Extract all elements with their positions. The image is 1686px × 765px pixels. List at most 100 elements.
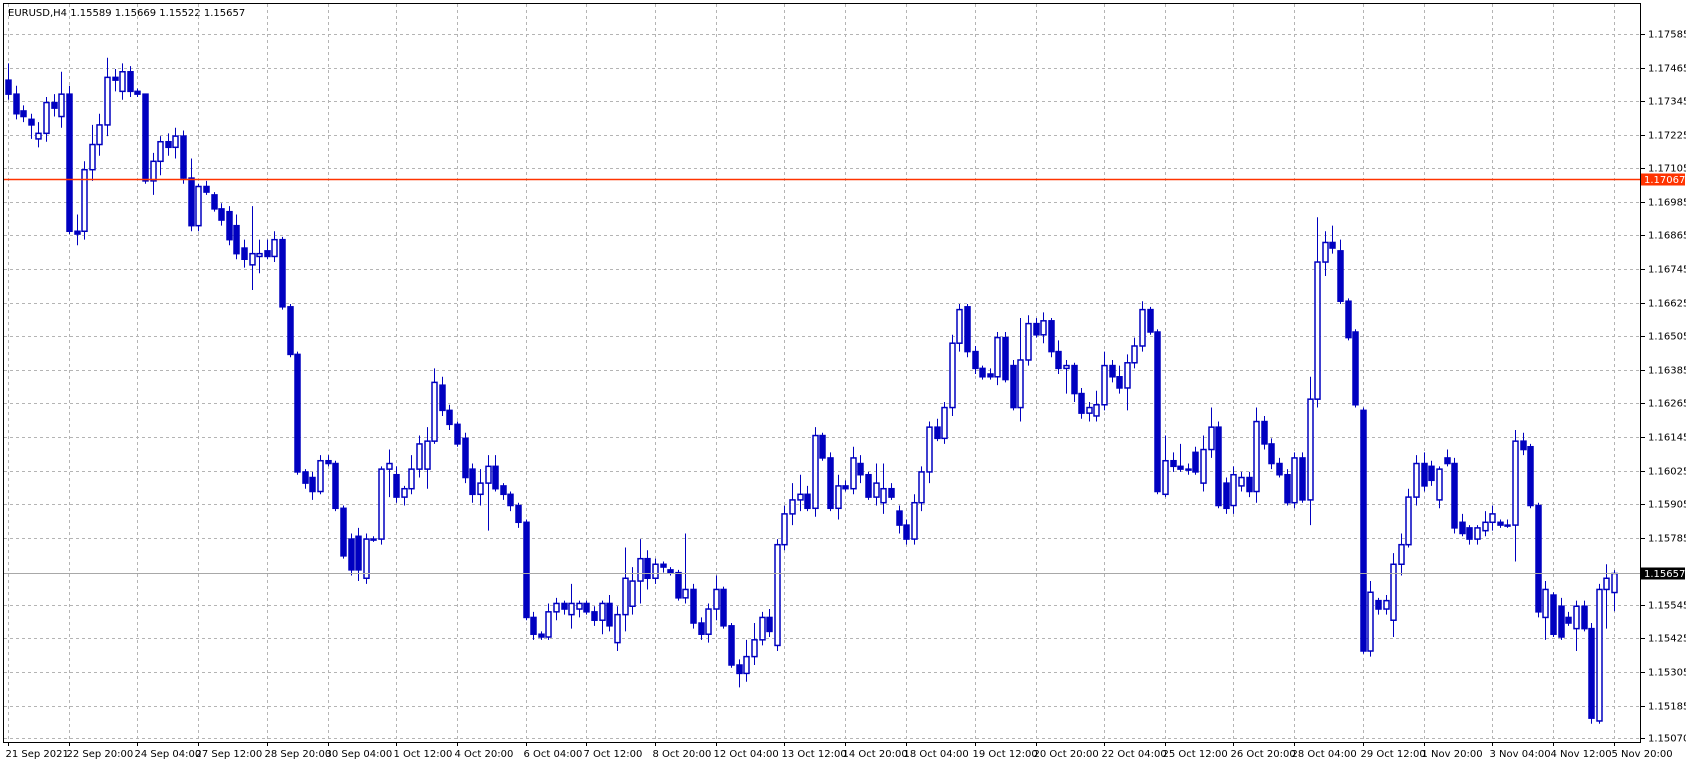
bear-candle-body <box>903 524 910 540</box>
x-tick-label: 8 Oct 20:00 <box>653 749 712 760</box>
x-tick-label: 4 Oct 20:00 <box>455 749 514 760</box>
bear-candle-body <box>1337 250 1344 302</box>
bear-candle-body <box>1192 451 1199 473</box>
high: 1.15669 <box>115 8 156 19</box>
bear-candle-body <box>1071 364 1078 395</box>
bull-candle-body <box>35 132 42 140</box>
bear-candle-body <box>888 487 895 498</box>
bull-candle-body <box>1093 404 1100 417</box>
bull-candle-body <box>58 93 65 118</box>
x-tick-label: 26 Oct 20:00 <box>1231 749 1296 760</box>
bull-candle-body <box>1489 513 1496 524</box>
y-tick-label: 1.16025 <box>1648 467 1686 478</box>
bull-candle-body <box>424 440 431 470</box>
bull-candle-body <box>1200 448 1207 484</box>
bull-candle-body <box>1025 322 1032 361</box>
bull-candle-body <box>637 557 644 582</box>
bull-candle-body <box>751 639 758 658</box>
bull-candle-body <box>150 160 157 182</box>
bear-candle-body <box>294 353 301 473</box>
bear-candle-body <box>896 510 903 526</box>
bull-candle-body <box>43 101 50 135</box>
bull-candle-body <box>614 613 621 644</box>
bear-candle-body <box>728 625 735 666</box>
bear-candle-body <box>462 437 469 479</box>
bear-candle-body <box>1444 457 1451 465</box>
bull-candle-body <box>956 308 963 344</box>
bull-candle-body <box>1367 591 1374 652</box>
bull-candle-body <box>1482 521 1489 532</box>
bull-candle-body <box>576 602 583 610</box>
bull-candle-body <box>1124 362 1131 389</box>
open: 1.15589 <box>70 8 111 19</box>
x-tick-label: 21 Sep 2021 <box>6 749 69 760</box>
bear-candle-body <box>1451 462 1458 529</box>
bull-candle-body <box>1291 457 1298 504</box>
y-tick-label: 1.16505 <box>1648 332 1686 343</box>
bull-candle-body <box>812 434 819 510</box>
bear-candle-body <box>127 71 134 93</box>
bear-candle-body <box>530 616 537 635</box>
plot-frame <box>3 3 1641 743</box>
y-tick-label: 1.17225 <box>1648 131 1686 142</box>
bull-candle-body <box>682 588 689 599</box>
x-tick-label: 7 Oct 12:00 <box>584 749 643 760</box>
bear-candle-body <box>964 306 971 353</box>
bull-candle-body <box>774 543 781 647</box>
bear-candle-body <box>698 622 705 635</box>
bull-candle-body <box>1573 605 1580 630</box>
bull-candle-body <box>1230 473 1237 507</box>
bull-candle-body <box>599 602 606 621</box>
bull-candle-body <box>477 482 484 496</box>
y-tick-label: 1.16265 <box>1648 399 1686 410</box>
bear-candle-body <box>644 557 651 580</box>
bear-candle-body <box>332 462 339 510</box>
bear-candle-body <box>5 79 12 95</box>
bull-candle-body <box>1238 476 1245 487</box>
bull-candle-body <box>994 336 1001 378</box>
x-tick-label: 4 Nov 12:00 <box>1551 749 1612 760</box>
bear-candle-body <box>1223 482 1230 510</box>
bull-candle-body <box>317 459 324 493</box>
x-tick-label: 13 Oct 12:00 <box>782 749 847 760</box>
y-tick-label: 1.16865 <box>1648 231 1686 242</box>
bear-candle-body <box>1177 465 1184 470</box>
bear-candle-body <box>979 367 986 378</box>
bull-candle-body <box>172 135 179 149</box>
bear-candle-body <box>1147 308 1154 333</box>
x-tick-label: 28 Oct 04:00 <box>1292 749 1357 760</box>
bull-candle-body <box>408 468 415 490</box>
y-tick-label: 1.15425 <box>1648 634 1686 645</box>
y-tick-label: 1.16985 <box>1648 198 1686 209</box>
bull-candle-body <box>850 457 857 490</box>
bull-candle-body <box>1542 588 1549 619</box>
bear-candle-body <box>1033 322 1040 336</box>
bull-candle-body <box>1139 308 1146 347</box>
bear-candle-body <box>766 616 773 633</box>
bear-candle-body <box>1360 409 1367 652</box>
bull-candle-body <box>918 471 925 504</box>
bull-candle-body <box>1063 364 1070 370</box>
bull-candle-body <box>256 252 263 258</box>
x-tick-label: 25 Oct 12:00 <box>1163 749 1228 760</box>
y-tick-label: 1.15905 <box>1648 500 1686 511</box>
bear-candle-body <box>987 373 994 378</box>
bear-candle-body <box>302 471 309 484</box>
bear-candle-body <box>112 76 119 81</box>
bear-candle-body <box>507 493 514 507</box>
bull-candle-body <box>553 602 560 613</box>
bear-candle-body <box>1497 521 1504 526</box>
bull-candle-body <box>545 611 552 638</box>
level-label-box <box>1641 173 1685 186</box>
bear-candle-body <box>1268 443 1275 465</box>
bull-candle-body <box>705 608 712 635</box>
bull-candle-body <box>1086 406 1093 414</box>
bear-candle-body <box>51 101 58 109</box>
x-tick-label: 6 Oct 04:00 <box>524 749 583 760</box>
bull-candle-body <box>1314 261 1321 400</box>
bull-candle-body <box>1101 364 1108 406</box>
bull-candle-body <box>195 185 202 227</box>
bear-candle-body <box>736 664 743 675</box>
bull-candle-body <box>1040 320 1047 336</box>
